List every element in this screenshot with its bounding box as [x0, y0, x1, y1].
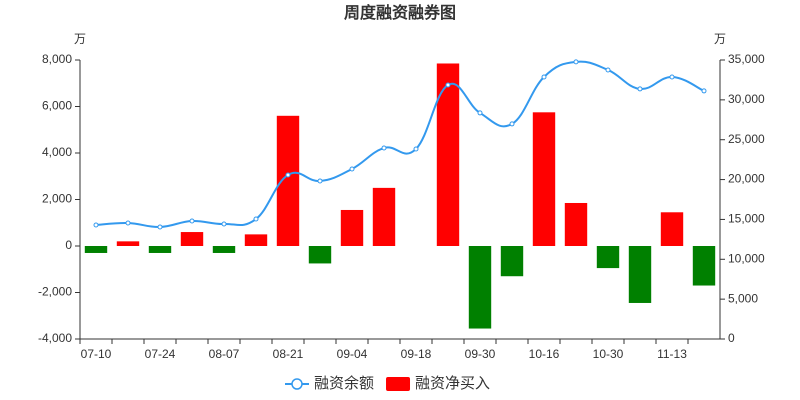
x-tick-label: 07-24 — [145, 347, 176, 361]
x-tick-label: 09-04 — [337, 347, 368, 361]
bar — [276, 115, 300, 246]
x-tick-label: 09-18 — [401, 347, 432, 361]
line-point — [253, 216, 259, 222]
legend-label: 融资净买入 — [415, 375, 490, 392]
line-point — [381, 145, 387, 151]
bar — [340, 209, 364, 246]
chart-title: 周度融资融券图 — [344, 3, 456, 22]
bar — [244, 234, 268, 246]
y2-tick-label: 5,000 — [728, 291, 758, 305]
bar — [84, 246, 108, 253]
bar — [180, 232, 204, 246]
x-tick-label: 09-30 — [465, 347, 496, 361]
bar — [564, 202, 588, 246]
y-tick-label: -4,000 — [38, 331, 72, 345]
bar — [692, 246, 716, 286]
y2-unit: 万 — [714, 32, 726, 46]
line-point — [189, 218, 195, 224]
y2-tick-label: 10,000 — [728, 251, 765, 265]
x-tick-label: 08-21 — [273, 347, 304, 361]
line-point — [413, 146, 419, 152]
line-point — [701, 88, 707, 94]
line-point — [445, 82, 451, 88]
y-tick-label: 8,000 — [42, 52, 72, 66]
line-point — [669, 74, 675, 80]
line-point — [125, 220, 131, 226]
bar — [148, 246, 172, 253]
x-tick-label: 07-10 — [81, 347, 112, 361]
bar — [500, 246, 524, 277]
bar — [660, 212, 684, 246]
y2-tick-label: 35,000 — [728, 52, 765, 66]
x-tick-label: 08-07 — [209, 347, 240, 361]
line-point — [221, 221, 227, 227]
x-tick-label: 11-13 — [657, 347, 687, 361]
legend-swatch — [386, 377, 411, 391]
line-point — [509, 121, 515, 127]
bar — [596, 246, 620, 269]
bar — [436, 63, 460, 246]
legend-marker — [291, 378, 303, 390]
y2-tick-label: 0 — [728, 331, 735, 345]
bar — [308, 246, 332, 264]
line-point — [317, 178, 323, 184]
y2-tick-label: 20,000 — [728, 172, 765, 186]
y-tick-label: -2,000 — [38, 285, 72, 299]
line-point — [477, 110, 483, 116]
bar — [212, 246, 236, 253]
y2-tick-label: 30,000 — [728, 92, 765, 106]
line-point — [93, 222, 99, 228]
bar — [372, 187, 396, 246]
y2-tick-label: 25,000 — [728, 132, 765, 146]
x-tick-label: 10-30 — [593, 347, 624, 361]
line-point — [157, 224, 163, 230]
bar — [532, 112, 556, 246]
line — [95, 60, 705, 229]
line-point — [605, 67, 611, 73]
y-unit: 万 — [74, 32, 86, 46]
y-tick-label: 0 — [65, 238, 72, 252]
line-point — [285, 172, 291, 178]
line-point — [541, 74, 547, 80]
bar — [468, 246, 492, 329]
line-point — [349, 166, 355, 172]
y2-tick-label: 15,000 — [728, 212, 765, 226]
legend-label: 融资余额 — [314, 374, 374, 392]
line-point — [637, 86, 643, 92]
x-tick-label: 10-16 — [529, 347, 560, 361]
y-tick-label: 6,000 — [42, 99, 72, 113]
bar — [116, 241, 140, 246]
y-tick-label: 4,000 — [42, 145, 72, 159]
bar — [628, 246, 652, 303]
y-tick-label: 2,000 — [42, 192, 72, 206]
line-point — [573, 59, 579, 65]
